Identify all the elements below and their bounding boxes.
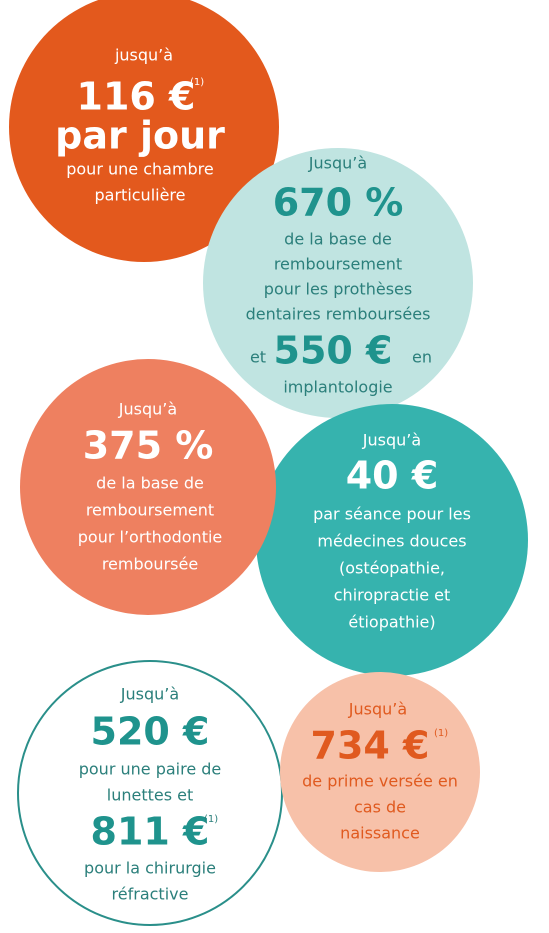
intro: Jusqu’à [362,431,421,450]
detail: particulière [95,186,186,205]
detail: naissance [340,824,420,843]
extra-amount: 811 € [91,810,210,854]
amount: 375 % [83,424,214,468]
circle-1: Jusqu’à 670 % de la base de remboursemen… [246,154,432,397]
amount: 520 € [91,710,210,754]
circle-2: Jusqu’à 375 % de la base de remboursemen… [78,400,223,574]
detail: cas de [354,798,406,817]
detail: dentaires remboursées [246,305,431,324]
detail: par séance pour les [313,505,471,524]
circle-0: jusqu’à 116 € (1) par jour pour une cham… [55,46,225,205]
circle-bg [203,148,473,418]
note: (1) [190,77,204,88]
detail: remboursée [102,555,198,574]
amount: 116 € [77,75,196,119]
detail: réfractive [112,885,189,904]
detail: médecines douces [317,532,466,551]
detail: lunettes et [107,786,194,805]
detail: pour l’orthodontie [78,528,223,547]
detail: de la base de [96,474,204,493]
circle-4: Jusqu’à 520 € pour une paire de lunettes… [79,685,222,904]
circle-bg [17,660,283,926]
detail: chiropractie et [334,586,451,605]
circle-bg [9,0,279,262]
detail: remboursement [86,501,214,520]
intro: Jusqu’à [120,685,179,704]
detail: pour les prothèses [264,280,412,299]
extra-suffix: en [412,348,432,367]
amount: 670 % [273,181,404,225]
detail: (ostéopathie, [339,559,445,578]
note: (1) [204,814,218,825]
detail: pour la chirurgie [84,859,216,878]
circle-bg [256,404,528,676]
amount: 40 € [346,454,439,498]
detail: étiopathie) [348,613,435,632]
note: (1) [434,728,448,739]
circle-5: Jusqu’à 734 € (1) de prime versée en cas… [302,700,458,843]
detail: de la base de [284,230,392,249]
intro: Jusqu’à [308,154,367,173]
intro: Jusqu’à [118,400,177,419]
extra-amount: 550 € [274,329,393,373]
intro: jusqu’à [114,46,173,65]
amount: 734 € [311,724,430,768]
detail: pour une paire de [79,760,222,779]
extra-prefix: et [250,348,266,367]
intro: Jusqu’à [348,700,407,719]
detail: implantologie [283,378,392,397]
unit: par jour [55,114,225,158]
circle-bg [20,359,276,615]
detail: pour une chambre [66,160,214,179]
detail: de prime versée en [302,772,458,791]
detail: remboursement [274,255,402,274]
circle-3: Jusqu’à 40 € par séance pour les médecin… [313,431,471,632]
circle-bg [280,672,480,872]
